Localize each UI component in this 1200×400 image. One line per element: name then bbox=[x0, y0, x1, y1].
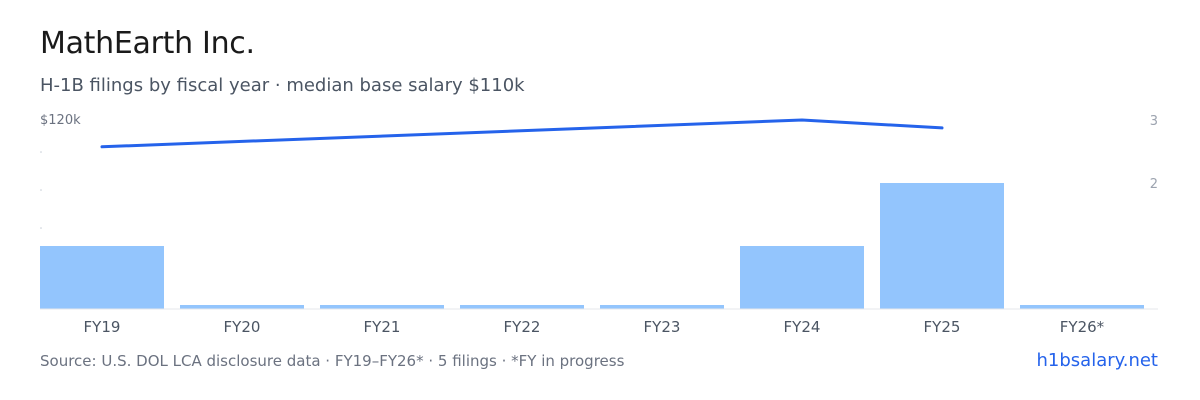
labels-layer: FY19 FY20 FY21 FY22 FY23 FY24 FY25 FY26* bbox=[84, 318, 1105, 336]
source-note: Source: U.S. DOL LCA disclosure data · F… bbox=[40, 352, 625, 370]
salary-line bbox=[100, 118, 944, 149]
chart-area: FY19 FY20 FY21 FY22 FY23 FY24 FY25 FY26* $120k … bbox=[40, 113, 1158, 336]
bar-fy20 bbox=[180, 305, 304, 309]
bar-fy24 bbox=[740, 246, 864, 309]
x-tick-label: FY20 bbox=[224, 318, 261, 336]
bar-fy21 bbox=[320, 305, 444, 309]
chart-title: MathEarth Inc. bbox=[40, 26, 255, 61]
bar-fy26-partial bbox=[1020, 305, 1144, 309]
line-layer bbox=[100, 118, 944, 149]
x-tick-label: FY22 bbox=[504, 318, 541, 336]
bar-fy23 bbox=[600, 305, 724, 309]
x-tick-label: FY24 bbox=[784, 318, 821, 336]
bar-fy25 bbox=[880, 183, 1004, 309]
x-tick-label: FY21 bbox=[364, 318, 401, 336]
brand-link[interactable]: h1bsalary.net bbox=[1036, 350, 1158, 371]
x-tick-label: FY25 bbox=[924, 318, 961, 336]
right-axis-tick-label: 2 bbox=[1150, 177, 1158, 192]
x-tick-label: FY23 bbox=[644, 318, 681, 336]
right-axis-tick-label: 3 bbox=[1150, 114, 1158, 129]
right-axis: 23 bbox=[1150, 114, 1158, 192]
x-tick-label: FY19 bbox=[84, 318, 121, 336]
left-axis-tick-mark bbox=[40, 151, 42, 153]
left-axis-tick-mark bbox=[40, 189, 42, 191]
x-tick-label: FY26* bbox=[1060, 318, 1105, 336]
left-axis: $120k bbox=[40, 113, 81, 229]
bar-fy19 bbox=[40, 246, 164, 309]
bars-layer bbox=[40, 183, 1144, 309]
bar-fy22 bbox=[460, 305, 584, 309]
chart-subtitle: H-1B filings by fiscal year · median bas… bbox=[40, 75, 525, 96]
left-axis-tick-mark bbox=[40, 227, 42, 229]
left-axis-tick-label: $120k bbox=[40, 113, 81, 128]
